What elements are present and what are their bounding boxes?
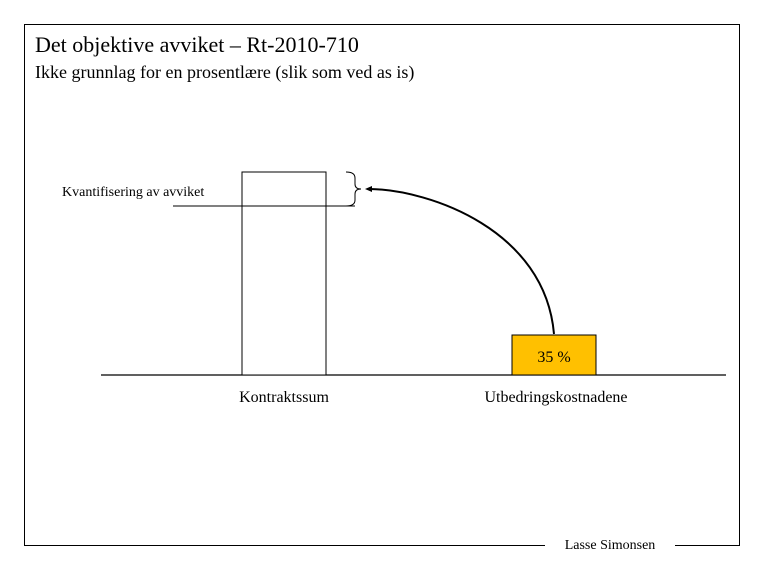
- repair-cost-bar: [511, 334, 597, 376]
- slide-frame: [24, 24, 740, 546]
- repair-cost-label: Utbedringskostnadene: [484, 389, 627, 406]
- slide-subtitle: Ikke grunnlag for en prosentlære (slik s…: [35, 62, 415, 82]
- repair-cost-value: 35 %: [537, 349, 570, 366]
- contract-sum-bar: [241, 171, 327, 376]
- author-name: Lasse Simonsen: [564, 538, 656, 553]
- curved-arrow: [369, 188, 555, 335]
- slide-title: Det objektive avviket – Rt-2010-710: [35, 32, 359, 57]
- contract-sum-label: Kontraktssum: [239, 389, 329, 406]
- footer: Lasse Simonsen: [545, 536, 675, 558]
- arrow-head: [365, 186, 372, 192]
- deviation-bracket: [345, 171, 362, 207]
- quantification-label: Kvantifisering av avviket: [62, 185, 204, 200]
